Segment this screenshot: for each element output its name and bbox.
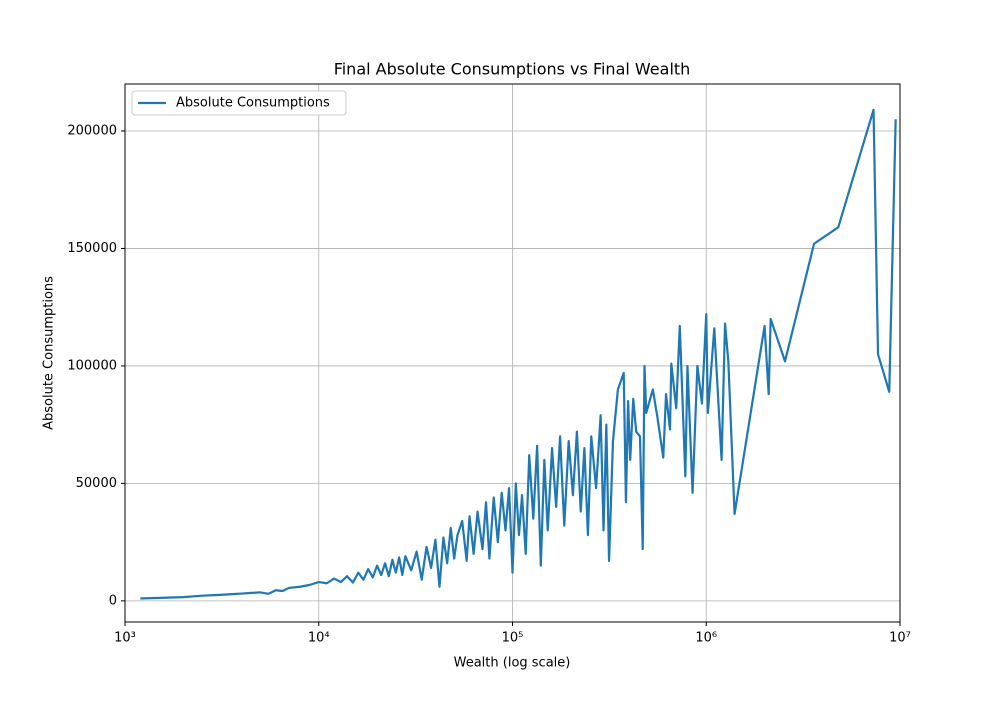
- y-tick-label: 100000: [67, 358, 117, 373]
- x-tick-label: 10⁴: [308, 631, 330, 646]
- y-tick-label: 150000: [67, 241, 117, 256]
- legend-label: Absolute Consumptions: [176, 96, 330, 111]
- legend-box: [131, 90, 347, 116]
- y-tick-label: 200000: [67, 123, 117, 138]
- plot-frame: [124, 83, 901, 623]
- x-tick-label: 10³: [114, 631, 136, 646]
- y-axis-label: Absolute Consumptions: [42, 276, 57, 430]
- x-tick-label: 10⁷: [889, 631, 911, 646]
- x-tick-label: 10⁶: [695, 631, 717, 646]
- data-line: [140, 108, 897, 600]
- y-tick-label: 0: [109, 593, 117, 608]
- x-tick-label: 10⁵: [502, 631, 524, 646]
- chart-title: Final Absolute Consumptions vs Final Wea…: [334, 60, 691, 79]
- x-axis-label: Wealth (log scale): [454, 656, 571, 671]
- y-tick-label: 50000: [76, 476, 117, 491]
